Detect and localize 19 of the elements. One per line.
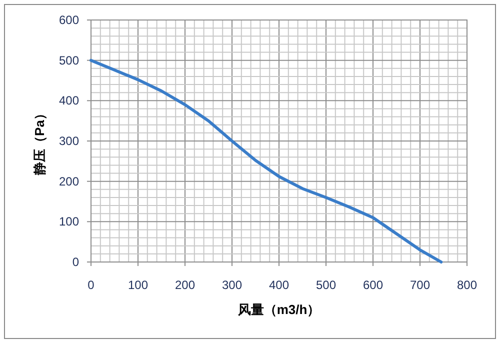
x-tick-label: 600 [362,278,384,292]
x-tick-label: 800 [456,278,478,292]
y-tick-label: 500 [58,53,80,68]
x-tick-label: 300 [222,278,242,292]
line-series [90,58,443,264]
x-axis-title: 风量（m3/h） [236,302,320,317]
y-tick-label: 600 [58,13,80,27]
y-tick-label: 300 [58,134,80,148]
y-tick-label: 0 [72,255,80,269]
x-tick-label: 700 [410,278,430,292]
x-tick-label: 400 [268,278,290,292]
x-tick-label: 200 [174,278,196,292]
x-tick-label: 0 [88,278,95,292]
y-tick-label: 100 [58,214,80,229]
y-tick-label: 200 [58,174,80,188]
x-tick-label: 100 [128,278,148,292]
x-tick-label: 500 [316,278,336,292]
y-tick-label: 400 [58,94,80,108]
y-axis-title: 静压（Pa） [32,107,47,176]
